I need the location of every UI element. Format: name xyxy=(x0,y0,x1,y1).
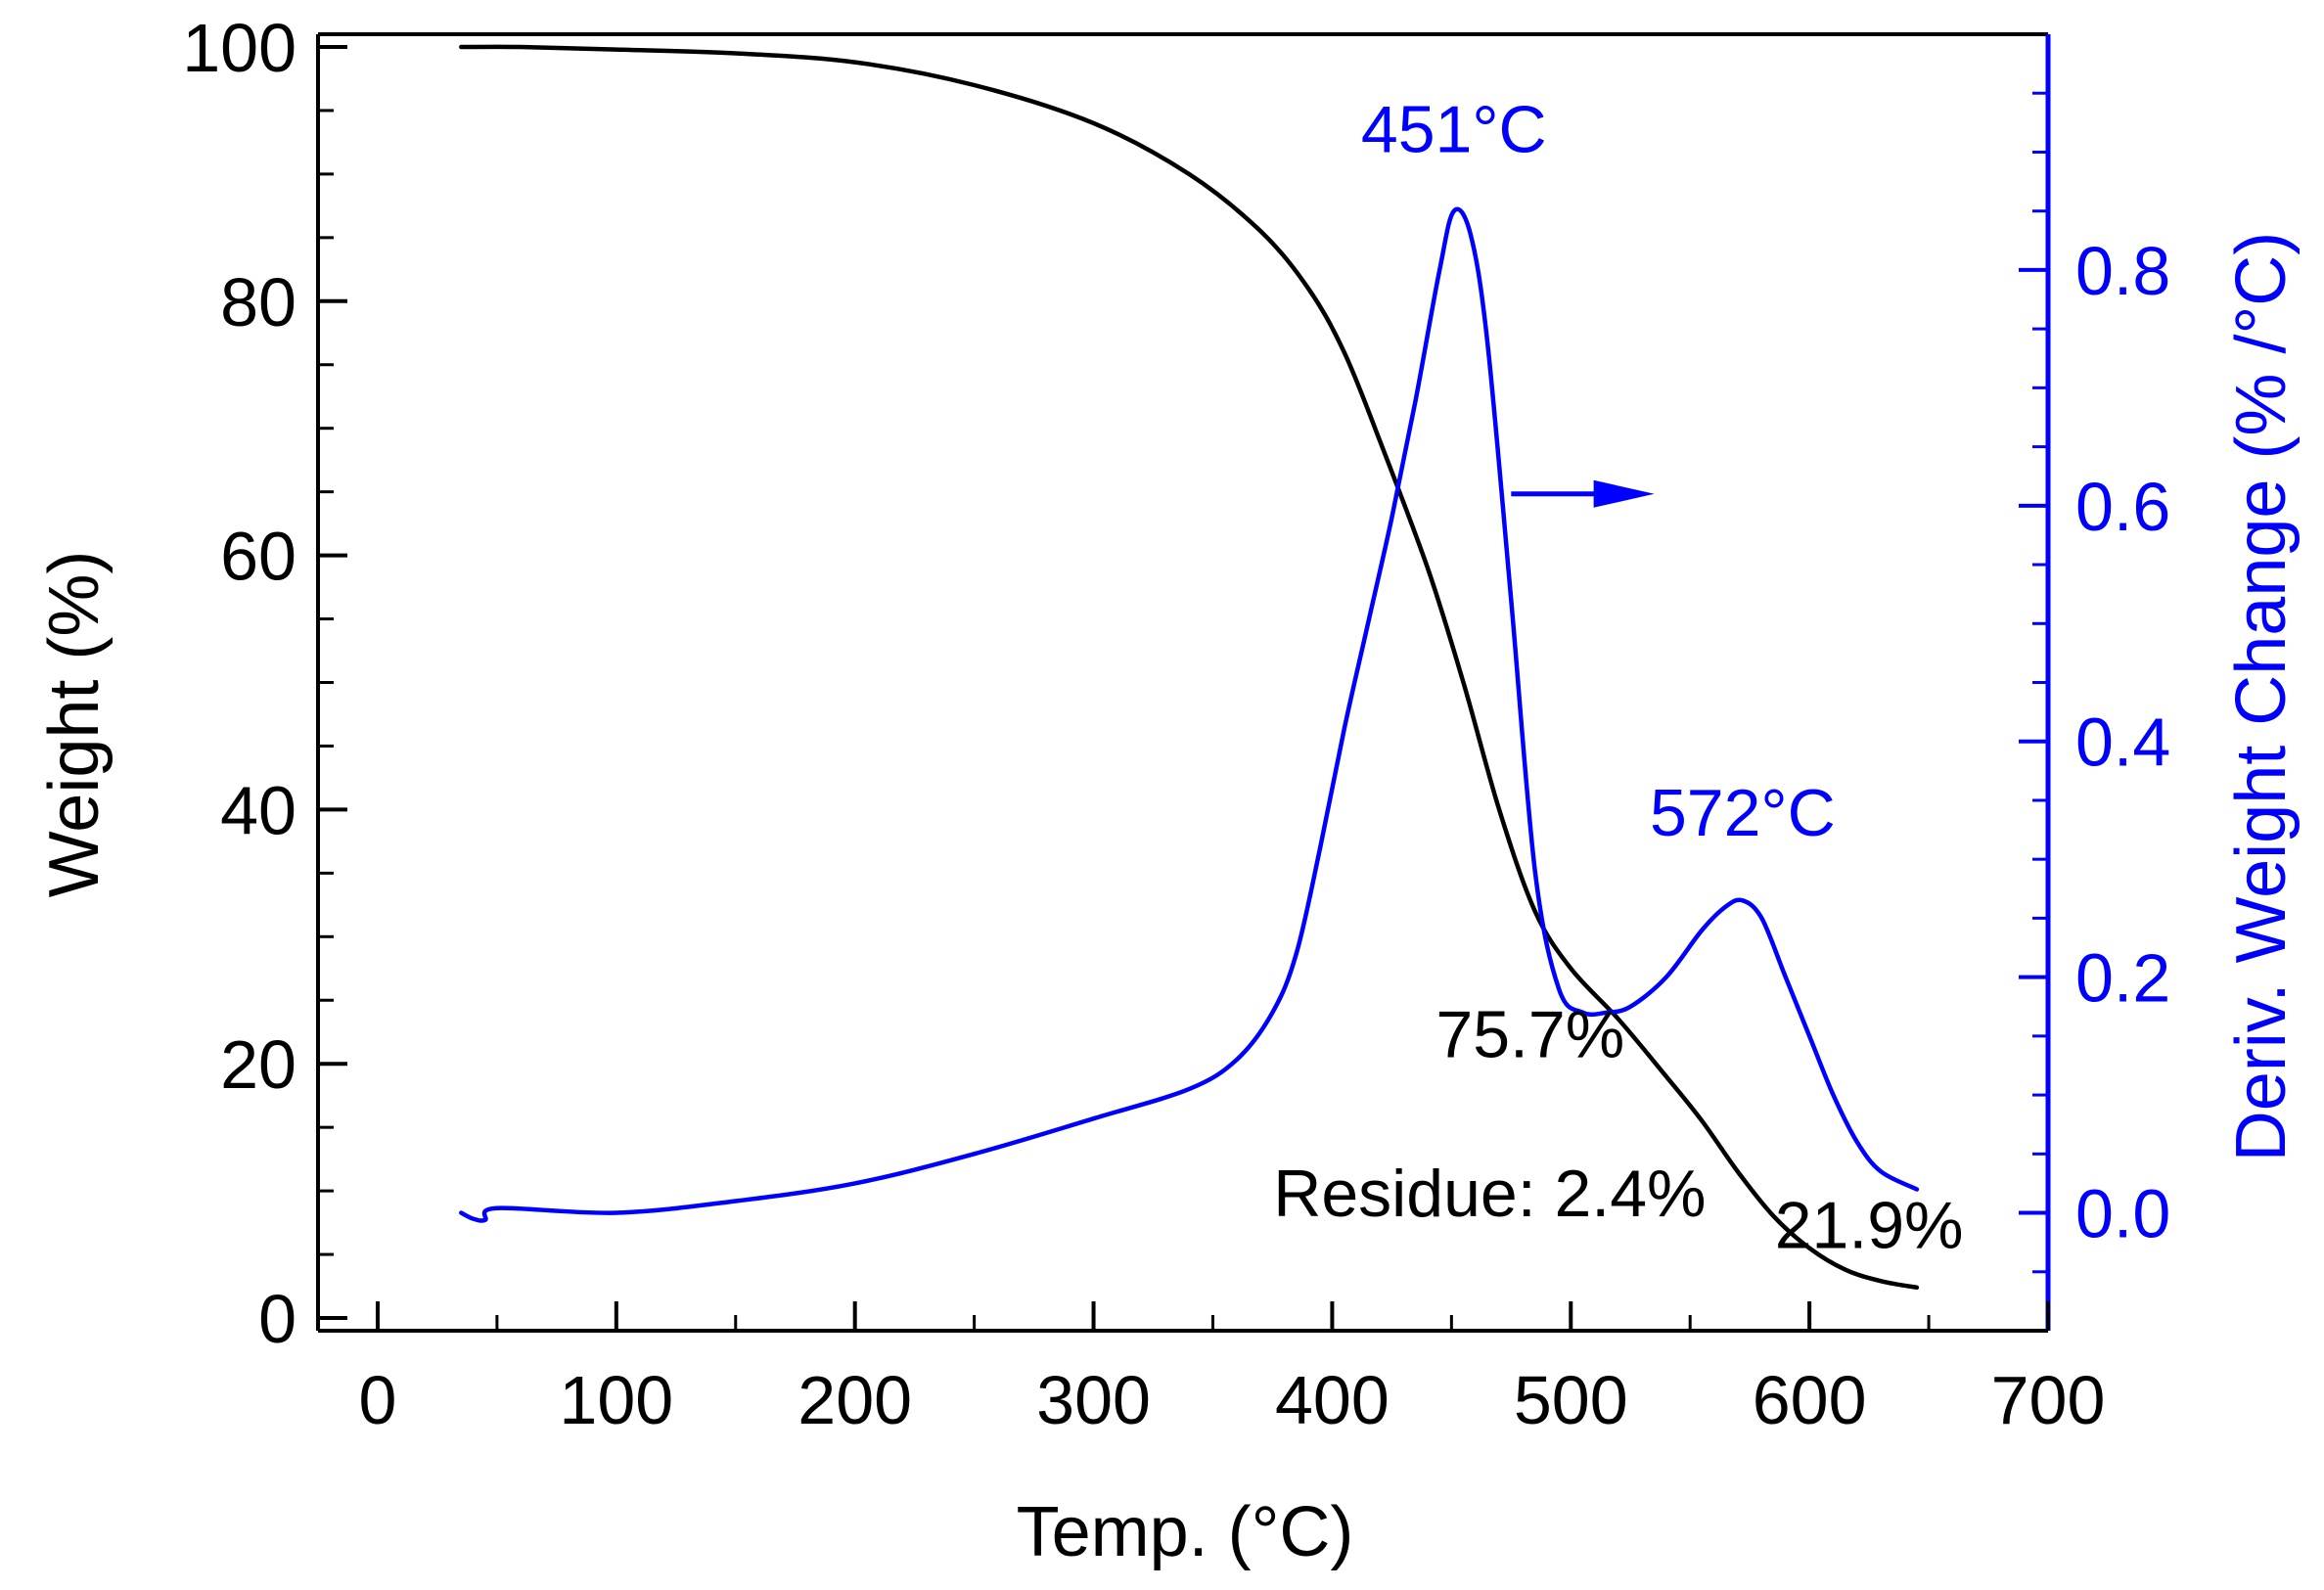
y-tick-label: 20 xyxy=(220,1026,296,1103)
y-tick-label: 80 xyxy=(220,264,296,341)
x-tick-label: 600 xyxy=(1753,1362,1867,1438)
weight-curve xyxy=(459,44,1920,1291)
annotation-572-c: 572°C xyxy=(1650,776,1836,850)
y-tick-label: 100 xyxy=(182,10,296,86)
y-tick-label: 40 xyxy=(220,772,296,848)
annotation-451-c: 451°C xyxy=(1361,92,1547,166)
x-tick-label: 100 xyxy=(559,1362,673,1438)
arrow-right-head xyxy=(1593,479,1655,508)
y2-tick-label: 0.8 xyxy=(2075,233,2170,309)
annotation-75-7: 75.7% xyxy=(1435,998,1624,1072)
x-tick-label: 700 xyxy=(1991,1362,2106,1438)
plot-frame xyxy=(316,32,2051,1333)
y2-tick-label: 0.2 xyxy=(2075,940,2170,1017)
derivative-weight-curve xyxy=(459,206,1920,1223)
y2-tick-label: 0.6 xyxy=(2075,469,2170,545)
annotation-layer: 451°C 572°C 75.7% Residue: 2.4% 21.9% xyxy=(1273,92,1963,1262)
x-axis-title: Temp. (°C) xyxy=(1017,1493,1354,1571)
x-tick-label: 400 xyxy=(1275,1362,1390,1438)
y-axis-left: 0 20 40 60 80 100 xyxy=(182,10,347,1357)
y-tick-label: 60 xyxy=(220,519,296,595)
y2-tick-label: 0.0 xyxy=(2075,1176,2170,1252)
x-tick-label: 500 xyxy=(1514,1362,1628,1438)
x-tick-label: 300 xyxy=(1036,1362,1151,1438)
x-tick-label: 0 xyxy=(358,1362,396,1438)
x-tick-label: 200 xyxy=(797,1362,912,1438)
series-layer xyxy=(459,44,1920,1291)
annotation-residue-2-4: Residue: 2.4% xyxy=(1273,1157,1706,1231)
y-axis-left-title: Weight (%) xyxy=(35,551,114,898)
y2-tick-label: 0.4 xyxy=(2075,704,2170,781)
annotation-21-9: 21.9% xyxy=(1775,1189,1964,1263)
y-tick-label: 0 xyxy=(258,1281,296,1357)
x-axis: 0 100 200 300 400 500 600 700 xyxy=(358,1301,2105,1438)
y-axis-right-title: Deriv. Weight Change (% /°C) xyxy=(2222,232,2301,1161)
y-axis-right: 0.0 0.2 0.4 0.6 0.8 xyxy=(2019,91,2170,1274)
